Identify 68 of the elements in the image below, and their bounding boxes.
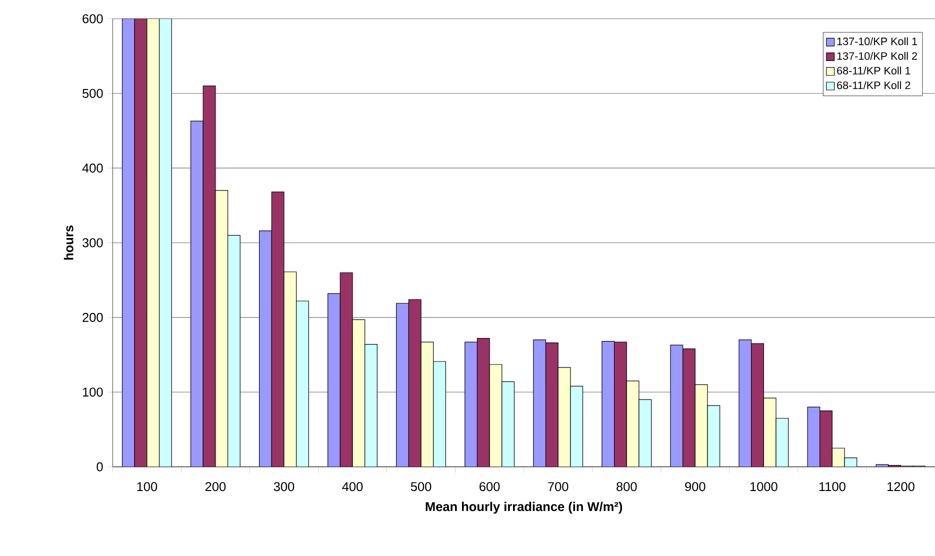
bar [228,235,240,467]
bar [259,230,272,467]
bar [396,303,409,467]
bar [638,399,652,467]
bar [364,344,378,467]
bar [340,272,353,467]
bar [190,120,204,467]
bar [707,405,720,467]
bar [328,293,340,467]
x-tick-label: 1200 [888,482,914,491]
bar [626,380,639,467]
x-tick-label: 100 [137,482,158,491]
y-tick-label: 600 [82,14,103,24]
y-tick-label: 100 [82,387,103,396]
bar [682,348,696,467]
bar [502,381,514,467]
x-tick-label: 500 [410,482,432,491]
bar [408,299,422,467]
bar [146,18,160,467]
x-tick-label: 1000 [750,482,778,491]
x-tick-label: 200 [205,482,226,491]
bar [546,342,558,467]
bar [558,367,570,467]
bar [464,342,478,467]
x-tick-label: 800 [616,482,637,491]
y-tick-label: 400 [82,163,103,172]
bar [122,18,135,467]
bar [215,190,228,467]
x-tick-label: 1100 [819,482,846,491]
bar [533,340,546,467]
y-axis-title: hours [64,225,74,260]
bar [352,319,365,467]
y-tick-label: 500 [82,88,103,98]
bar [776,418,788,467]
bar [751,343,764,467]
x-tick-label: 600 [480,482,500,491]
bar [820,410,832,467]
bar [695,384,708,467]
x-tick-label: 400 [342,482,363,491]
bar [490,364,502,467]
bar [477,338,490,467]
bar [159,18,172,467]
bar [670,344,683,467]
bar [433,361,446,467]
x-tick-label: 700 [548,482,568,491]
bar [764,398,776,467]
bar [739,340,752,467]
x-tick-label: 900 [685,482,706,491]
bar [134,18,147,467]
bar [614,342,627,467]
y-tick-label: 200 [82,312,103,322]
x-tick-label: 300 [274,482,294,491]
y-tick-label: 0 [96,462,103,472]
bar [832,448,845,467]
bar [602,341,614,467]
bar [808,406,820,467]
bar [203,86,216,467]
bar [272,192,284,467]
legend-label: 68-11/KP Koll 1 [837,66,910,74]
bar [296,300,309,467]
bar [570,386,583,467]
bar [284,272,296,467]
x-axis-title: Mean hourly irradiance (in W/m²) [426,502,622,514]
y-tick-label: 300 [82,238,103,248]
bar [421,342,434,467]
legend-label: 68-11/KP Koll 2 [837,80,910,89]
legend-label: 137-10/KP Koll 2 [837,52,917,60]
legend-label: 137-10/KP Koll 1 [837,37,918,45]
